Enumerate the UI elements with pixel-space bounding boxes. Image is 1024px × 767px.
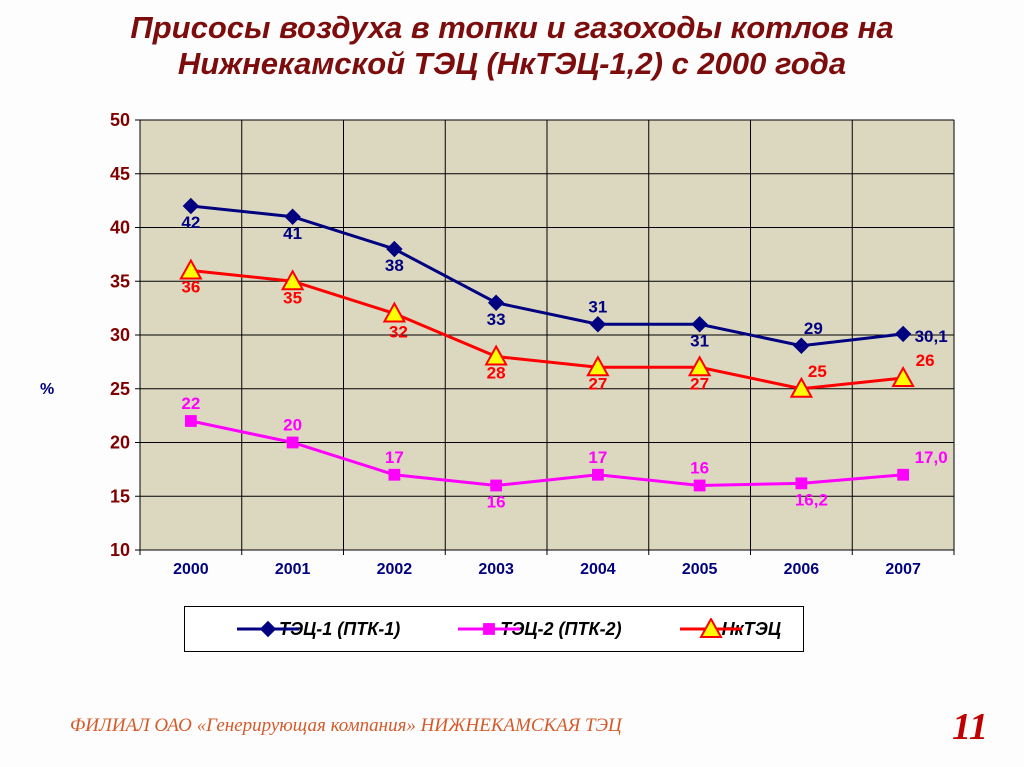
- legend-item: ТЭЦ-2 (ПТК-2): [428, 618, 621, 640]
- svg-text:30,1: 30,1: [915, 327, 948, 346]
- svg-text:17,0: 17,0: [915, 448, 948, 467]
- svg-text:16: 16: [690, 459, 709, 478]
- svg-text:45: 45: [110, 164, 130, 184]
- svg-text:17: 17: [588, 448, 607, 467]
- legend-marker: [207, 618, 269, 640]
- svg-text:33: 33: [487, 310, 506, 329]
- svg-text:2003: 2003: [478, 561, 514, 578]
- svg-text:15: 15: [110, 486, 130, 506]
- chart-area: % 10 15 20 25 30 35 40 45 50 2000 2001 2002 2003 2004…: [40, 110, 984, 670]
- svg-text:36: 36: [181, 278, 200, 297]
- svg-text:38: 38: [385, 256, 404, 275]
- svg-text:35: 35: [110, 271, 130, 291]
- svg-text:2007: 2007: [885, 561, 921, 578]
- svg-text:31: 31: [690, 331, 709, 350]
- svg-text:41: 41: [283, 224, 302, 243]
- svg-text:40: 40: [110, 218, 130, 238]
- chart-title: Присосы воздуха в топки и газоходы котло…: [0, 0, 1024, 81]
- svg-text:25: 25: [808, 362, 827, 381]
- svg-text:27: 27: [588, 374, 607, 393]
- svg-text:2000: 2000: [173, 561, 209, 578]
- svg-text:42: 42: [181, 213, 200, 232]
- page-number: 11: [952, 705, 988, 749]
- svg-text:16: 16: [487, 493, 506, 512]
- svg-text:2002: 2002: [377, 561, 413, 578]
- y-axis-title: %: [40, 381, 54, 399]
- svg-text:28: 28: [487, 364, 506, 383]
- svg-text:22: 22: [181, 394, 200, 413]
- svg-text:17: 17: [385, 448, 404, 467]
- svg-text:31: 31: [588, 297, 607, 316]
- svg-text:26: 26: [916, 351, 935, 370]
- svg-text:2001: 2001: [275, 561, 311, 578]
- svg-text:10: 10: [110, 540, 130, 560]
- svg-text:30: 30: [110, 325, 130, 345]
- svg-text:2005: 2005: [682, 561, 718, 578]
- svg-text:25: 25: [110, 379, 130, 399]
- svg-text:27: 27: [690, 374, 709, 393]
- legend-marker: [650, 618, 712, 640]
- svg-text:2004: 2004: [580, 561, 616, 578]
- line-chart: 10 15 20 25 30 35 40 45 50 2000 2001 2002 2003 2004 20…: [70, 110, 984, 610]
- legend-item: ТЭЦ-1 (ПТК-1): [207, 618, 400, 640]
- legend-item: НкТЭЦ: [650, 618, 781, 640]
- legend-marker: [428, 618, 490, 640]
- svg-text:35: 35: [283, 288, 302, 307]
- svg-text:29: 29: [804, 319, 823, 338]
- svg-text:50: 50: [110, 110, 130, 130]
- footer-text: ФИЛИАЛ ОАО «Генерирующая компания» НИЖНЕ…: [70, 715, 622, 737]
- legend: ТЭЦ-1 (ПТК-1) ТЭЦ-2 (ПТК-2) НкТЭЦ: [184, 606, 804, 652]
- svg-text:20: 20: [110, 433, 130, 453]
- svg-text:32: 32: [389, 323, 408, 342]
- svg-text:20: 20: [283, 416, 302, 435]
- svg-text:2006: 2006: [784, 561, 820, 578]
- svg-text:16,2: 16,2: [795, 490, 828, 509]
- title-line1: Присосы воздуха в топки и газоходы котло…: [130, 10, 893, 45]
- title-line2: Нижнекамской ТЭЦ (НкТЭЦ-1,2) с 2000 года: [178, 46, 846, 81]
